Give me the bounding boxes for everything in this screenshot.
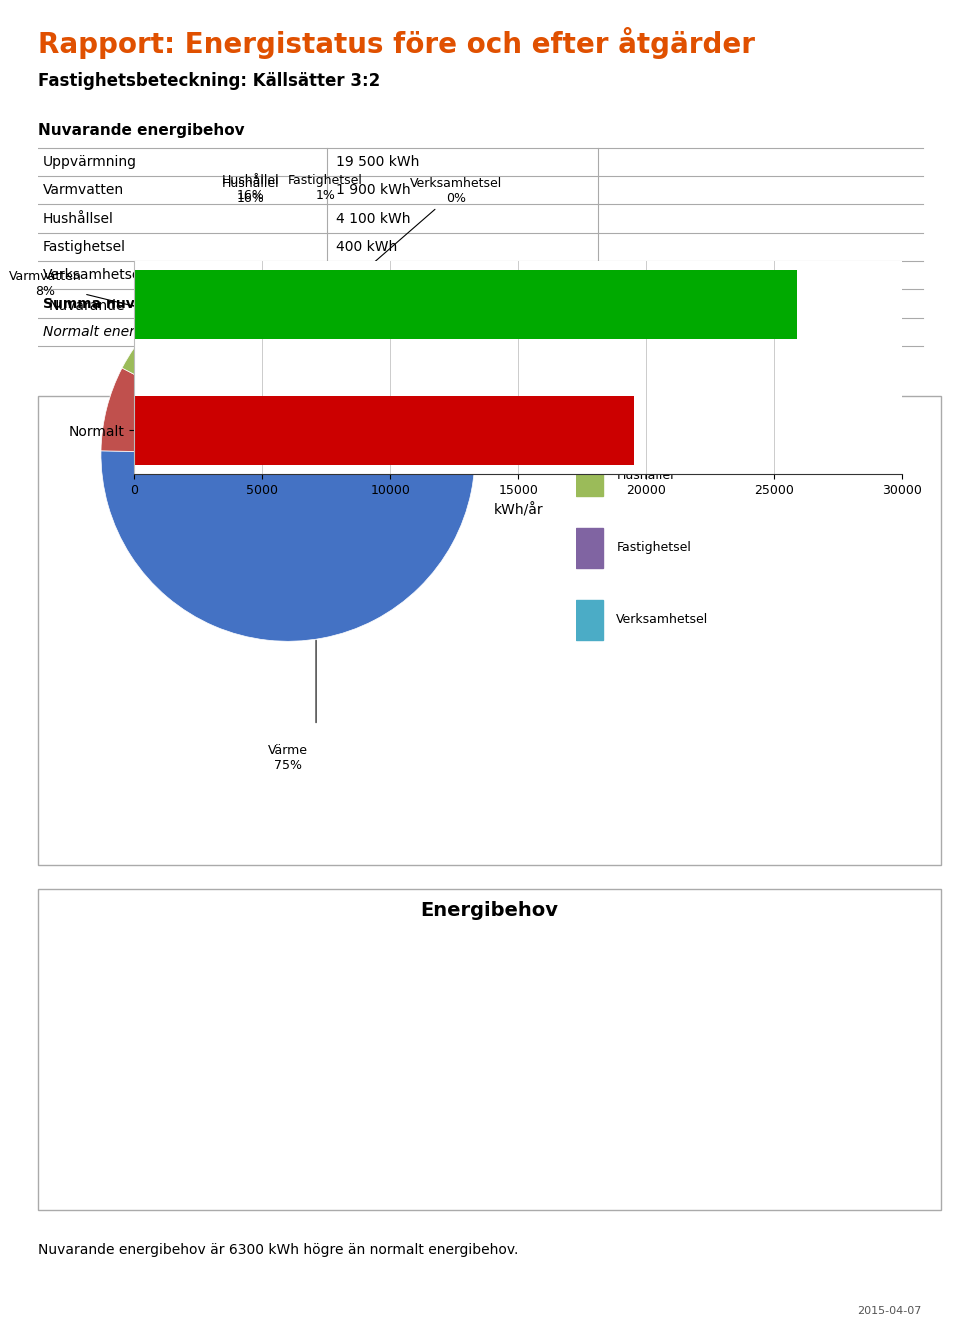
Wedge shape xyxy=(122,269,288,454)
Text: Fördelning energibehov: Fördelning energibehov xyxy=(358,414,621,434)
X-axis label: kWh/år: kWh/år xyxy=(493,502,543,517)
Text: 2015-04-07: 2015-04-07 xyxy=(857,1307,922,1316)
Wedge shape xyxy=(101,267,475,641)
Text: Värme: Värme xyxy=(616,325,657,338)
Text: Nuvarande energibehov: Nuvarande energibehov xyxy=(38,123,245,139)
Text: 19 500 kWh: 19 500 kWh xyxy=(336,325,420,339)
Text: Energibehov: Energibehov xyxy=(420,902,559,921)
Text: Hushållel
16%: Hushållel 16% xyxy=(222,176,279,204)
Text: Summa nuvarande energibehov: Summa nuvarande energibehov xyxy=(43,297,293,310)
Wedge shape xyxy=(270,267,288,454)
Bar xyxy=(134,395,634,465)
Bar xyxy=(576,528,603,568)
Text: Fastighetsel
1%: Fastighetsel 1% xyxy=(288,174,363,202)
Text: Hushållel: Hushållel xyxy=(616,469,674,482)
Bar xyxy=(576,456,603,496)
Text: Rapport: Energistatus före och efter åtgärder: Rapport: Energistatus före och efter åtg… xyxy=(38,27,756,59)
Text: 19 500 kWh: 19 500 kWh xyxy=(336,155,420,168)
Text: Varmvatten: Varmvatten xyxy=(43,183,124,198)
Text: Varmvatten: Varmvatten xyxy=(616,397,689,410)
Bar xyxy=(576,311,603,351)
Text: Verksamhetsel: Verksamhetsel xyxy=(616,613,708,627)
Text: 25 900 kWh: 25 900 kWh xyxy=(336,297,428,310)
Text: Verksamhetsel
0%: Verksamhetsel 0% xyxy=(355,176,502,278)
Bar xyxy=(576,383,603,424)
Wedge shape xyxy=(101,367,288,454)
Text: Fastighetsbeteckning: Källsätter 3:2: Fastighetsbeteckning: Källsätter 3:2 xyxy=(38,72,381,90)
Text: Värme
75%: Värme 75% xyxy=(268,744,308,772)
Text: Varmvatten
8%: Varmvatten 8% xyxy=(9,270,202,323)
Text: 1 900 kWh: 1 900 kWh xyxy=(336,183,411,198)
Text: Uppvärmning: Uppvärmning xyxy=(43,155,137,168)
Text: 0 kWh: 0 kWh xyxy=(336,269,380,282)
Text: 400 kWh: 400 kWh xyxy=(336,240,397,254)
Text: Hushållsel: Hushållsel xyxy=(43,211,114,226)
Text: Fastighetsel: Fastighetsel xyxy=(43,240,126,254)
Text: Normalt energibehov: Normalt energibehov xyxy=(43,325,190,339)
Text: 4 100 kWh: 4 100 kWh xyxy=(336,211,411,226)
Text: Verksamhetsel: Verksamhetsel xyxy=(43,269,145,282)
Text: Hushållel
16%: Hushållel 16% xyxy=(222,174,279,202)
Bar xyxy=(134,270,798,339)
Text: Nuvarande energibehov är 6300 kWh högre än normalt energibehov.: Nuvarande energibehov är 6300 kWh högre … xyxy=(38,1242,518,1257)
Text: Fastighetsel: Fastighetsel xyxy=(616,541,691,554)
Bar xyxy=(576,600,603,640)
